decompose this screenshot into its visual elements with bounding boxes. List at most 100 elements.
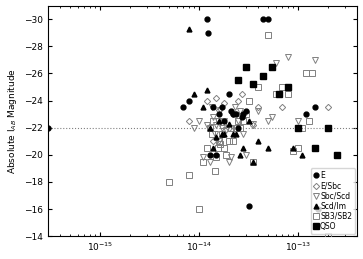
Sbc/Scd	[213, 133, 217, 136]
SB3/SB2	[291, 149, 295, 152]
Scd/Im	[256, 140, 261, 143]
SB3/SB2	[256, 85, 261, 89]
E/Sbc	[187, 119, 191, 123]
E/Sbc	[204, 99, 209, 102]
E	[187, 99, 191, 102]
E	[303, 112, 308, 116]
Legend: E, E/Sbc, Sbc/Scd, Scd/Im, SB3/SB2, QSO: E, E/Sbc, Sbc/Scd, Scd/Im, SB3/SB2, QSO	[311, 168, 355, 234]
SB3/SB2	[295, 146, 300, 149]
E	[236, 126, 240, 129]
E	[222, 119, 226, 123]
Sbc/Scd	[250, 122, 255, 125]
E	[227, 92, 231, 95]
E/Sbc	[227, 126, 231, 129]
Line: E: E	[45, 17, 321, 212]
SB3/SB2	[236, 119, 240, 123]
SB3/SB2	[246, 99, 251, 102]
SB3/SB2	[241, 119, 245, 123]
E/Sbc	[222, 102, 226, 105]
Sbc/Scd	[218, 109, 223, 112]
Sbc/Scd	[204, 123, 209, 126]
E	[46, 126, 50, 129]
Sbc/Scd	[216, 119, 220, 123]
SB3/SB2	[229, 126, 233, 129]
E/Sbc	[214, 96, 219, 99]
Sbc/Scd	[232, 106, 237, 109]
Sbc/Scd	[295, 119, 300, 123]
SB3/SB2	[274, 92, 278, 95]
SB3/SB2	[211, 119, 215, 123]
Scd/Im	[222, 133, 226, 136]
E	[244, 110, 248, 113]
E	[234, 112, 238, 116]
SB3/SB2	[266, 34, 270, 37]
Sbc/Scd	[227, 160, 231, 163]
Sbc/Scd	[274, 61, 278, 64]
QSO	[261, 75, 266, 78]
QSO	[326, 126, 330, 129]
SB3/SB2	[213, 169, 217, 172]
Scd/Im	[250, 160, 255, 163]
E/Sbc	[250, 123, 255, 126]
Scd/Im	[241, 146, 245, 149]
Sbc/Scd	[208, 160, 212, 163]
SB3/SB2	[222, 146, 226, 149]
E/Sbc	[217, 109, 221, 112]
Scd/Im	[204, 88, 209, 91]
Scd/Im	[219, 133, 224, 136]
Sbc/Scd	[256, 110, 261, 113]
SB3/SB2	[214, 156, 219, 159]
Sbc/Scd	[231, 112, 235, 116]
SB3/SB2	[187, 174, 191, 177]
Sbc/Scd	[219, 126, 224, 129]
SB3/SB2	[197, 207, 201, 211]
Scd/Im	[208, 126, 212, 129]
Scd/Im	[201, 106, 205, 109]
Scd/Im	[217, 119, 221, 123]
Line: E/Sbc: E/Sbc	[187, 91, 330, 143]
SB3/SB2	[218, 142, 223, 146]
SB3/SB2	[303, 72, 308, 75]
E/Sbc	[280, 106, 285, 109]
Sbc/Scd	[201, 156, 205, 159]
E	[181, 106, 185, 109]
SB3/SB2	[221, 123, 225, 126]
E	[208, 153, 212, 156]
SB3/SB2	[201, 160, 205, 163]
SB3/SB2	[307, 119, 311, 123]
QSO	[313, 146, 317, 149]
E/Sbc	[326, 106, 330, 109]
Sbc/Scd	[266, 119, 270, 123]
Scd/Im	[266, 146, 270, 149]
E	[246, 205, 251, 208]
Sbc/Scd	[197, 119, 201, 123]
Sbc/Scd	[244, 153, 248, 156]
E/Sbc	[236, 99, 240, 102]
Line: QSO: QSO	[235, 63, 340, 158]
Sbc/Scd	[211, 115, 215, 118]
Sbc/Scd	[241, 133, 245, 136]
Scd/Im	[238, 153, 242, 156]
E	[241, 112, 245, 116]
Line: Sbc/Scd: Sbc/Scd	[192, 54, 318, 164]
SB3/SB2	[244, 112, 248, 116]
Scd/Im	[300, 153, 304, 156]
QSO	[295, 126, 300, 129]
Sbc/Scd	[286, 55, 290, 59]
SB3/SB2	[216, 146, 220, 149]
Scd/Im	[214, 136, 219, 139]
Line: SB3/SB2: SB3/SB2	[166, 33, 330, 239]
SB3/SB2	[310, 72, 314, 75]
E	[231, 112, 235, 116]
E	[219, 106, 224, 109]
SB3/SB2	[234, 126, 238, 129]
E/Sbc	[211, 140, 215, 143]
E	[211, 106, 215, 109]
Sbc/Scd	[270, 115, 274, 118]
SB3/SB2	[204, 146, 209, 149]
Sbc/Scd	[192, 126, 196, 129]
E	[204, 18, 209, 21]
SB3/SB2	[326, 235, 330, 238]
Scd/Im	[234, 133, 238, 136]
QSO	[270, 65, 274, 68]
